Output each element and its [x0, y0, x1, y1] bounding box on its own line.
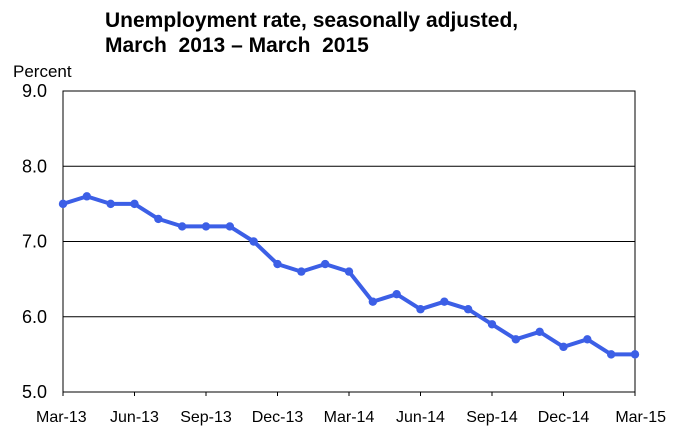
data-point — [511, 335, 521, 344]
data-point — [82, 192, 92, 201]
data-point — [154, 214, 163, 224]
x-tick-labels: Mar-13 Jun-13 Sep-13 Dec-13 Mar-14 Jun-14 Sep-… — [36, 392, 666, 426]
data-point — [463, 305, 473, 314]
data-point — [606, 350, 616, 359]
data-point — [177, 222, 187, 231]
data-point — [392, 289, 401, 299]
y-tick-label: 7.0 — [22, 232, 47, 252]
x-tick-label: Mar-15 — [615, 409, 666, 426]
x-tick-label: Mar-14 — [324, 409, 375, 426]
data-point — [58, 199, 68, 209]
data-point — [320, 259, 330, 269]
data-point — [273, 259, 282, 269]
data-point — [225, 222, 235, 231]
x-tick-label: Jun-13 — [110, 409, 159, 426]
x-tick-label: Mar-13 — [36, 409, 87, 426]
chart-title: Unemployment rate, seasonally adjusted, … — [105, 8, 518, 58]
y-tick-label: 6.0 — [22, 307, 47, 327]
data-point — [583, 335, 592, 344]
y-tick-labels: 5.0 6.0 7.0 8.0 9.0 — [22, 81, 47, 402]
data-point — [106, 199, 115, 209]
data-point — [344, 267, 354, 276]
data-point — [297, 267, 306, 276]
x-tick-label: Sep-13 — [180, 409, 232, 426]
data-point — [535, 327, 544, 336]
data-point — [249, 237, 258, 246]
y-axis-label: Percent — [13, 62, 72, 81]
y-tick-label: 5.0 — [22, 382, 47, 402]
data-point — [630, 350, 640, 359]
data-point — [559, 342, 568, 352]
gridlines — [63, 165, 635, 318]
data-point — [130, 199, 139, 209]
x-tick-label: Jun-14 — [396, 409, 445, 426]
chart-title-line-2: March 2013 – March 2015 — [105, 34, 369, 57]
x-tick-label: Dec-14 — [538, 409, 590, 426]
data-point — [416, 305, 425, 314]
data-point — [368, 297, 378, 306]
data-points — [58, 192, 640, 359]
data-point — [201, 222, 211, 231]
y-tick-label: 9.0 — [22, 81, 47, 101]
data-point — [487, 320, 497, 329]
chart-title-line-1: Unemployment rate, seasonally adjusted, — [105, 9, 519, 32]
y-tick-label: 8.0 — [22, 156, 47, 176]
x-tick-label: Sep-14 — [466, 409, 518, 426]
x-tick-label: Dec-13 — [252, 409, 304, 426]
data-point — [440, 297, 449, 306]
